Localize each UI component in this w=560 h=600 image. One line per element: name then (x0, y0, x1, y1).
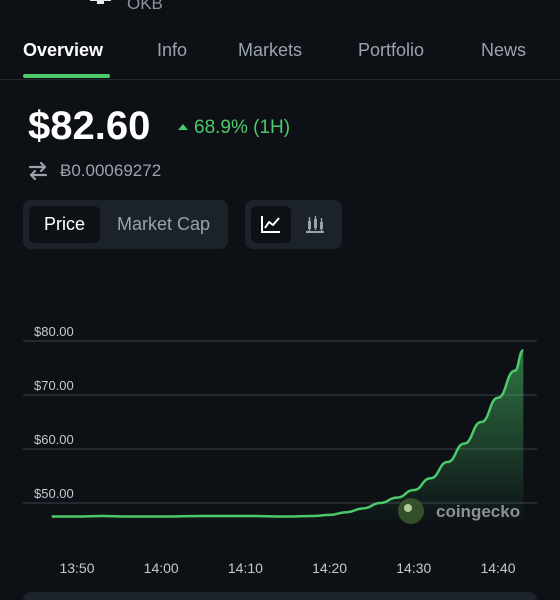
y-tick-label: $70.00 (34, 378, 74, 393)
btc-price: Ƀ0.00069272 (60, 161, 162, 180)
x-tick-label: 14:00 (144, 560, 179, 576)
tab-info[interactable]: Info (157, 40, 188, 60)
app-header: OKB (0, 0, 560, 14)
price-change: 68.9% (1H) (178, 117, 290, 139)
caret-up-icon (178, 124, 188, 130)
line-chart-button[interactable] (251, 206, 291, 243)
chart-type-toggle (245, 200, 342, 249)
candlestick-chart-button[interactable] (295, 206, 335, 243)
coingecko-gecko-icon (398, 498, 424, 524)
tab-news[interactable]: News (481, 40, 527, 60)
x-tick-label: 13:50 (59, 560, 94, 576)
tab-bar: Overview Info Markets Portfolio News (0, 28, 560, 80)
swap-arrows-icon (28, 162, 48, 180)
x-tick-label: 14:30 (396, 560, 431, 576)
tab-markets[interactable]: Markets (238, 40, 303, 60)
price-chart[interactable]: $80.00 $70.00 $60.00 $50.00 coingecko 13:50… (0, 320, 560, 590)
price-area-fill (51, 350, 524, 523)
price-line (51, 348, 524, 518)
active-tab-indicator (23, 74, 110, 78)
next-section-card (23, 592, 537, 600)
x-tick-label: 14:40 (480, 560, 515, 576)
line-chart-icon (261, 216, 280, 233)
y-tick-label: $50.00 (34, 486, 74, 501)
y-tick-label: $60.00 (34, 432, 74, 447)
price-toggle-button[interactable]: Price (29, 206, 100, 243)
tab-overview[interactable]: Overview (23, 40, 104, 60)
x-tick-label: 14:10 (228, 560, 263, 576)
coingecko-watermark: coingecko (398, 498, 520, 524)
coin-ticker: OKB (127, 0, 163, 13)
gecko-eye-mark (404, 504, 412, 512)
watermark-text: coingecko (436, 502, 520, 521)
market-cap-toggle-button[interactable]: Market Cap (116, 214, 211, 234)
candlestick-icon (306, 216, 324, 233)
okb-logo-icon (90, 0, 116, 8)
tab-portfolio[interactable]: Portfolio (358, 40, 425, 60)
y-tick-label: $80.00 (34, 324, 74, 339)
current-price: $82.60 (28, 104, 151, 148)
x-tick-label: 14:20 (312, 560, 347, 576)
metric-toggle: Price Market Cap (23, 200, 228, 249)
price-change-value: 68.9% (1H) (194, 117, 291, 138)
price-chart-svg: $80.00 $70.00 $60.00 $50.00 coingecko 13:50… (23, 324, 537, 576)
